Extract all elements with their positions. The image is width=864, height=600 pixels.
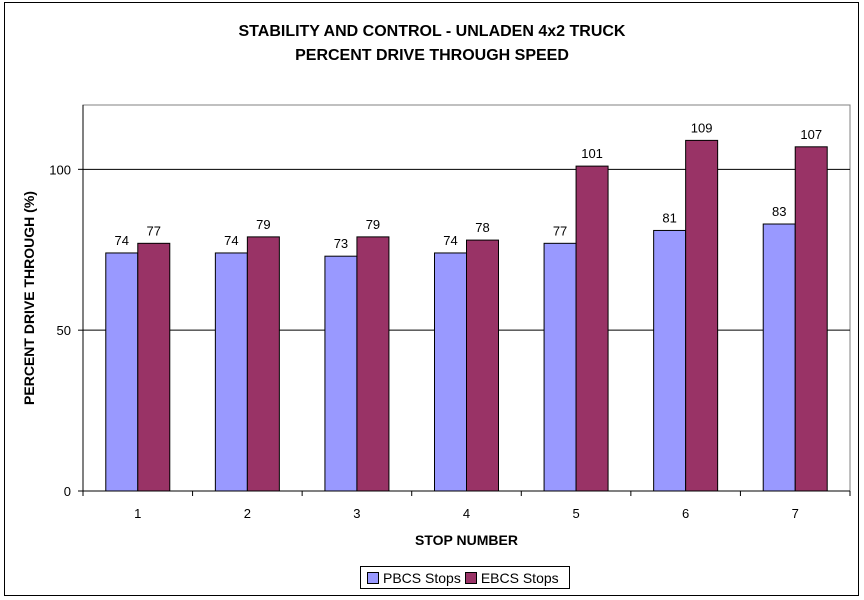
y-axis-label: PERCENT DRIVE THROUGH (%): [21, 191, 37, 405]
y-tick-label: 100: [49, 162, 71, 177]
x-tick-label: 3: [353, 506, 360, 521]
bar-pbcs: [324, 255, 358, 492]
data-label: 81: [662, 210, 676, 225]
legend: PBCS Stops EBCS Stops: [360, 566, 570, 589]
data-label: 73: [334, 236, 348, 251]
bar-pbcs: [762, 223, 796, 492]
bar-ebcs: [466, 239, 499, 492]
data-label: 77: [553, 223, 567, 238]
bar-pbcs: [214, 252, 248, 492]
legend-swatch-ebcs: [464, 571, 477, 584]
data-label: 79: [366, 217, 380, 232]
data-label: 83: [772, 204, 786, 219]
x-tick-label: 2: [244, 506, 251, 521]
x-tick-label: 4: [463, 506, 470, 521]
y-tick-label: 0: [64, 484, 71, 499]
bar-pbcs: [105, 252, 139, 492]
legend-label-pbcs: PBCS Stops: [383, 569, 461, 586]
x-tick-label: 6: [682, 506, 689, 521]
chart-title: STABILITY AND CONTROL - UNLADEN 4x2 TRUC…: [238, 23, 626, 40]
data-label: 74: [443, 233, 457, 248]
bar-ebcs: [137, 242, 171, 492]
x-tick-label: 1: [134, 506, 141, 521]
data-label: 78: [475, 220, 489, 235]
legend-label-ebcs: EBCS Stops: [480, 569, 559, 586]
bar-pbcs: [543, 242, 577, 492]
data-label: 79: [256, 217, 270, 232]
data-label: 74: [115, 233, 129, 248]
bar-pbcs: [653, 229, 687, 492]
data-label: 109: [691, 120, 713, 135]
bar-ebcs: [246, 236, 280, 492]
bar-ebcs: [685, 139, 719, 492]
data-label: 101: [581, 146, 603, 161]
x-axis-label: STOP NUMBER: [415, 532, 518, 548]
x-tick-label: 5: [572, 506, 579, 521]
chart-subtitle: PERCENT DRIVE THROUGH SPEED: [295, 47, 569, 64]
bar-ebcs: [356, 236, 390, 492]
x-tick-label: 7: [792, 506, 799, 521]
bar-ebcs: [575, 165, 609, 492]
data-label: 107: [800, 127, 822, 142]
data-label: 74: [224, 233, 238, 248]
data-label: 77: [147, 223, 161, 238]
y-tick-label: 50: [57, 323, 71, 338]
legend-item-pbcs: PBCS Stops: [367, 570, 461, 586]
legend-swatch-pbcs: [367, 571, 379, 584]
legend-item-ebcs: EBCS Stops: [464, 569, 559, 586]
bar-ebcs: [794, 146, 828, 492]
bar-pbcs: [434, 252, 467, 492]
